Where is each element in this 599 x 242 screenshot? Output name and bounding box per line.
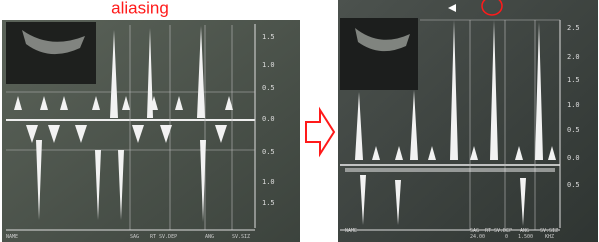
footer-text: RT SV.DEP [150,234,177,240]
scale-label: 0.5 [262,148,275,156]
scale-label: 0.5 [567,181,580,189]
scale-label: 1.0 [567,101,580,109]
scale-label: 0.5 [567,126,580,134]
scale-label: 1.0 [262,178,275,186]
footer-text: KHZ [545,234,554,240]
scale-label: 0.5 [262,84,275,92]
footer-text: RT SV.DEP [485,228,512,234]
footer-text: NAME [6,234,18,240]
right-image [338,0,598,242]
scale-label: 1.5 [567,76,580,84]
footer-text: 0 [505,234,508,240]
scale-label: 1.0 [262,61,275,69]
footer-text: 1.500 [518,234,533,240]
left-image [2,20,300,242]
footer-text: SAG [130,234,139,240]
footer-text: SV.SIZ [232,234,250,240]
arrow [306,110,334,154]
footer-text: ANG [205,234,214,240]
scale-label: 1.5 [262,33,275,41]
scale-label: 2.0 [567,53,580,61]
footer-text: NAME [345,228,357,234]
footer-text: 24.00 [470,234,485,240]
scale-label: 0.0 [567,154,580,162]
scale-label: 0.0 [262,115,275,123]
screenshot: aliasing 1.5 1.0 0.5 0.0 0.5 1.0 1.5 NAME SAG RT… [0,0,599,242]
scale-label: 2.5 [567,24,580,32]
scale-label: 1.5 [262,199,275,207]
label: aliasing [111,0,169,17]
